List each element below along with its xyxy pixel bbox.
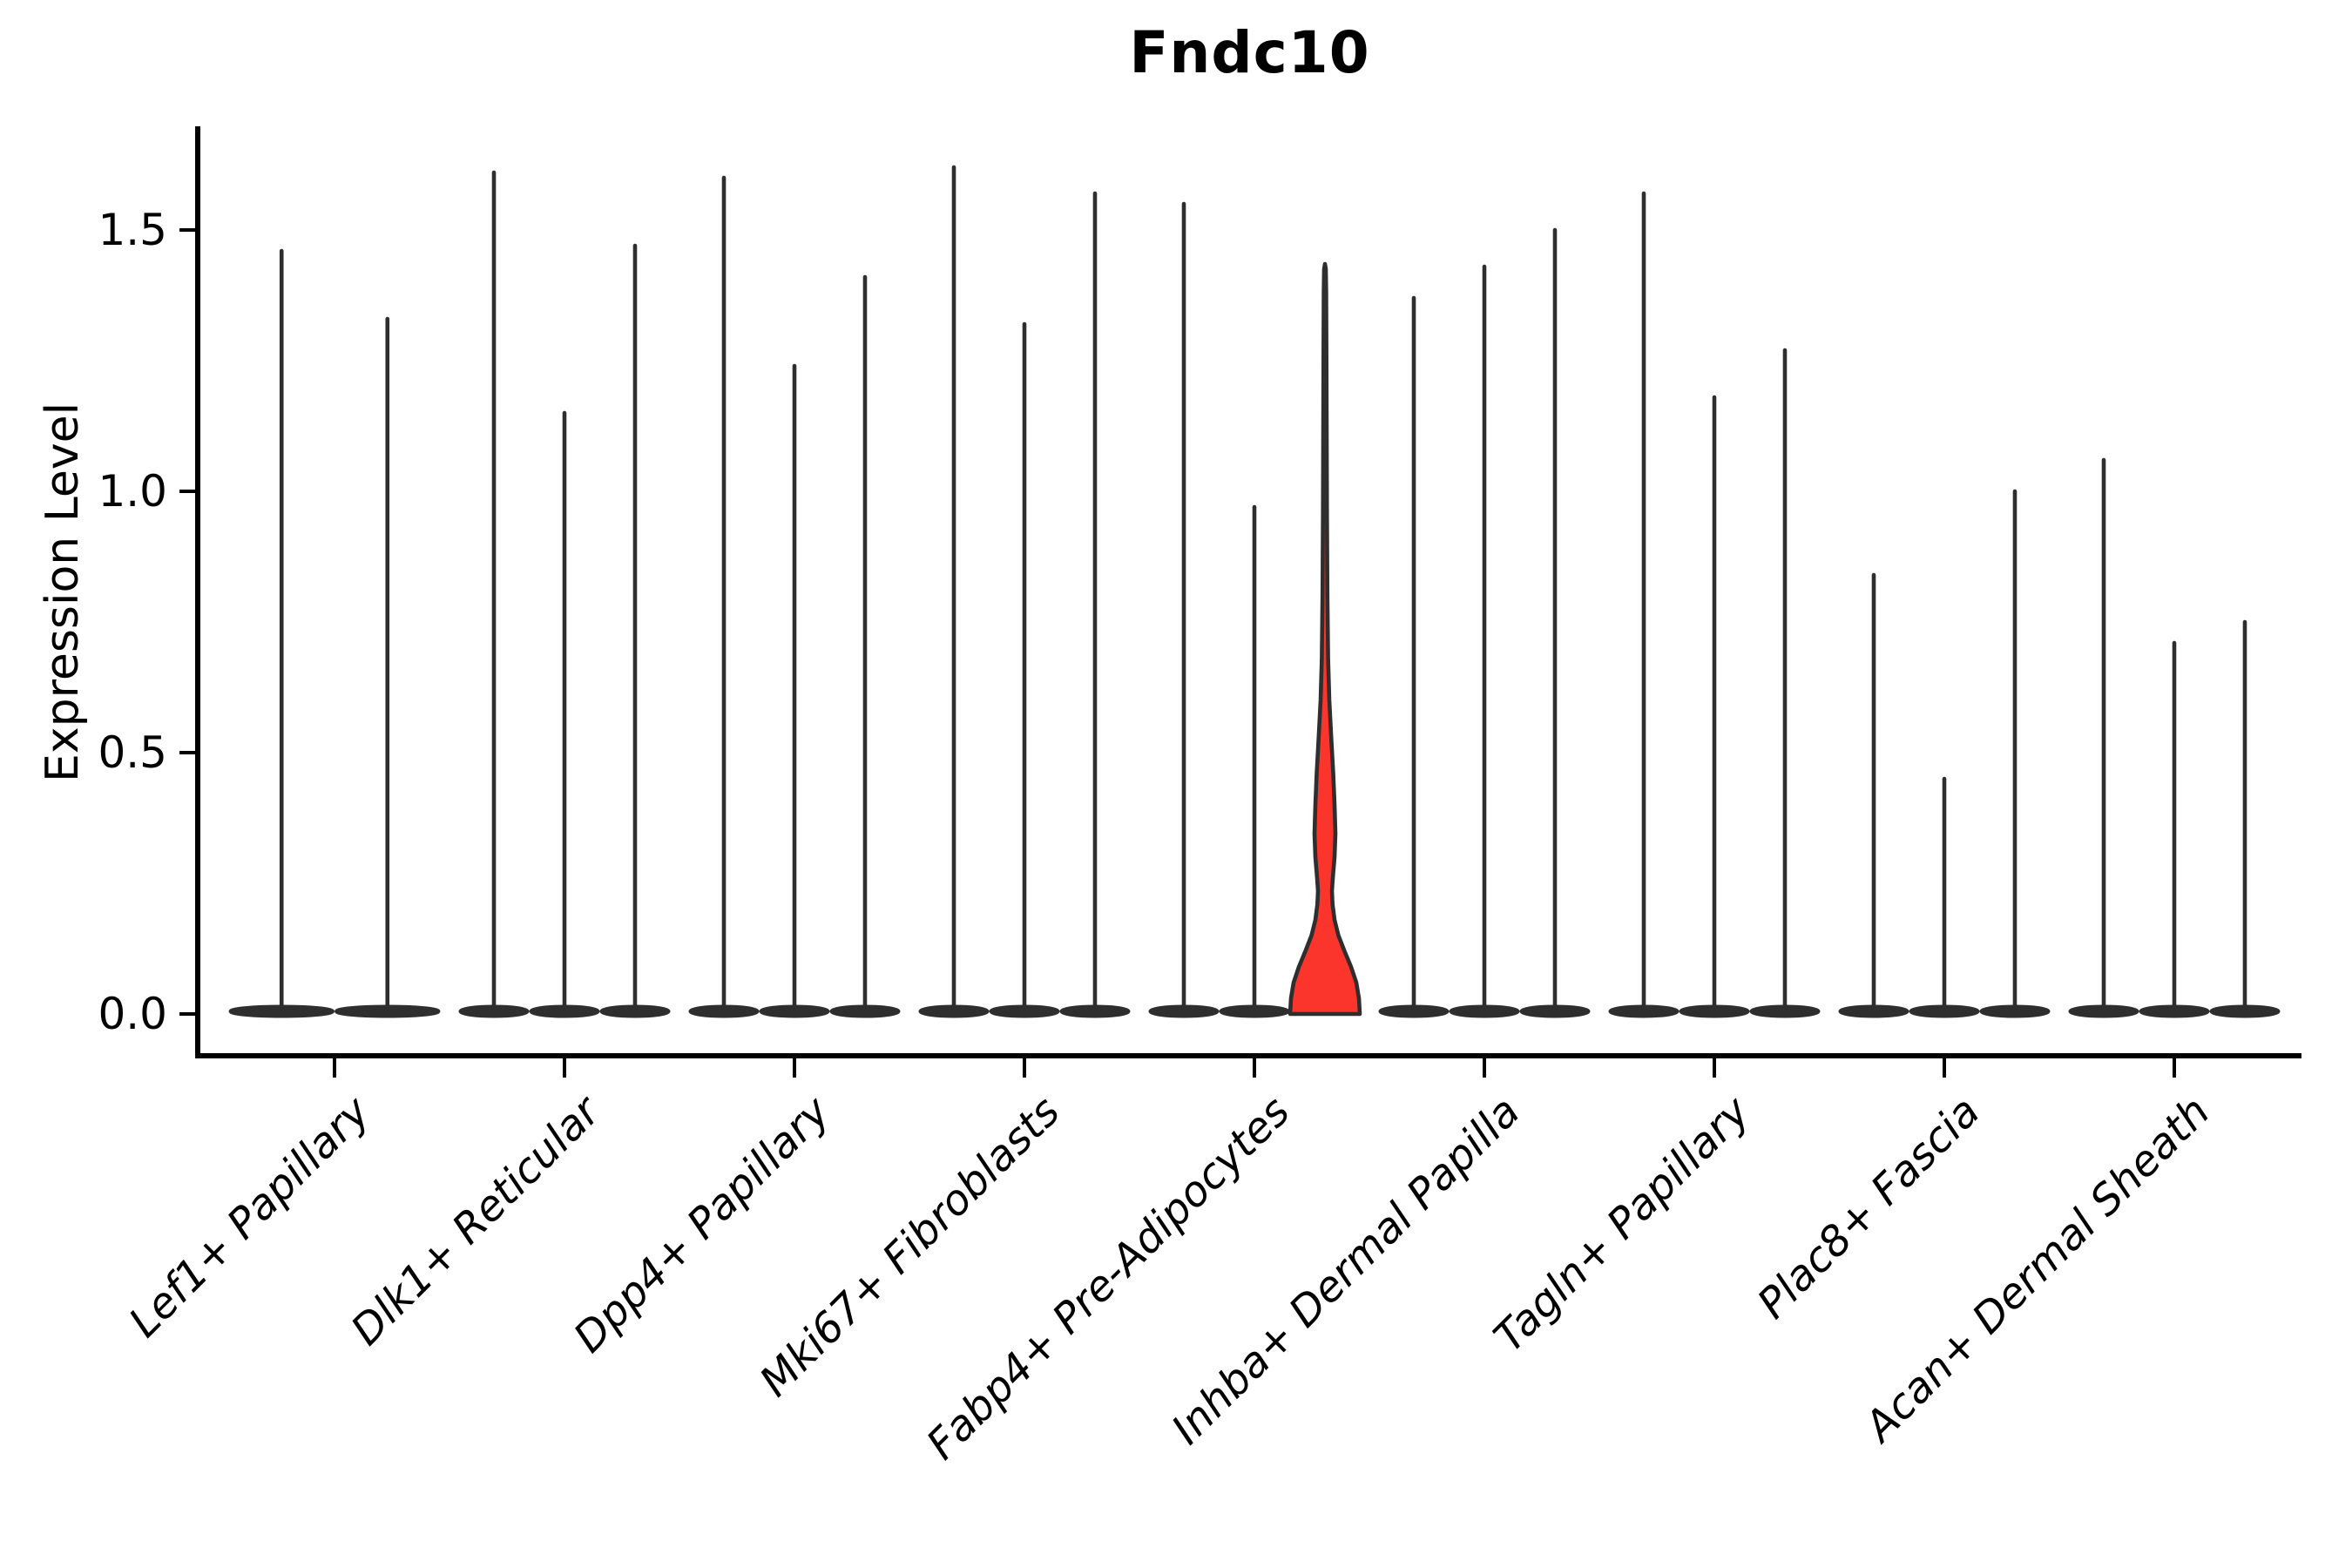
y-tick-label: 0.0 bbox=[98, 989, 167, 1039]
y-tick-label: 0.5 bbox=[98, 727, 167, 778]
y-tick-label: 1.5 bbox=[98, 205, 167, 255]
plot-title: Fndc10 bbox=[1129, 19, 1370, 86]
y-tick-label: 1.0 bbox=[98, 466, 167, 517]
violin-highlight bbox=[1288, 261, 1362, 1017]
